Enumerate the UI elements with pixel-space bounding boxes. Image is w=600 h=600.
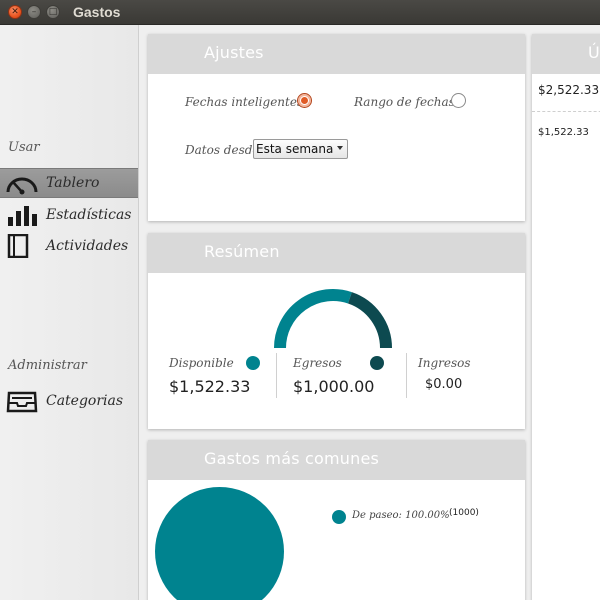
sidebar-item-label: Estadísticas bbox=[46, 207, 132, 223]
maximize-icon: □ bbox=[48, 6, 58, 17]
income-value: $0.00 bbox=[425, 377, 463, 392]
minimize-icon: – bbox=[31, 6, 37, 17]
expenses-label: Egresos bbox=[293, 356, 342, 370]
notebook-icon bbox=[7, 234, 29, 258]
summary-title: Resúmen bbox=[204, 242, 280, 261]
data-since-value: Esta semana bbox=[256, 142, 334, 156]
title-bar: ✕ – □ Gastos bbox=[0, 0, 600, 25]
expenses-value: $1,000.00 bbox=[293, 377, 375, 396]
common-expenses-title: Gastos más comunes bbox=[204, 449, 380, 468]
legend-label: De paseo: 100.00% bbox=[352, 510, 450, 521]
summary-divider bbox=[276, 353, 277, 398]
common-expenses-card: Gastos más comunes De paseo: 100.00% (10… bbox=[148, 440, 525, 600]
maximize-window-button[interactable]: □ bbox=[46, 5, 60, 19]
recent-value-top: $2,522.33 bbox=[538, 83, 600, 97]
inbox-tray-icon bbox=[6, 391, 38, 413]
smart-dates-radio[interactable] bbox=[297, 93, 312, 108]
recent-card-header: Ú bbox=[532, 34, 600, 74]
sidebar-item-categorias[interactable]: Categorias bbox=[0, 386, 138, 416]
summary-card-header: Resúmen bbox=[148, 233, 525, 273]
sidebar: Usar Tablero Estadísticas Actividades Ad… bbox=[0, 25, 139, 600]
summary-gauge bbox=[274, 289, 392, 349]
recent-title: Ú bbox=[588, 43, 600, 62]
close-icon: ✕ bbox=[11, 6, 19, 17]
sidebar-item-label: Tablero bbox=[46, 175, 100, 191]
available-dot bbox=[246, 356, 260, 370]
data-since-select[interactable]: Esta semana bbox=[253, 139, 348, 159]
pie-slice bbox=[155, 487, 284, 600]
available-label: Disponible bbox=[169, 356, 234, 370]
bar-chart-icon bbox=[8, 206, 37, 226]
common-expenses-card-header: Gastos más comunes bbox=[148, 440, 525, 480]
settings-title: Ajustes bbox=[204, 43, 264, 62]
expenses-dot bbox=[370, 356, 384, 370]
chevron-down-icon bbox=[337, 146, 343, 150]
settings-card-header: Ajustes bbox=[148, 34, 525, 74]
sidebar-item-tablero[interactable]: Tablero bbox=[0, 168, 138, 198]
sidebar-item-actividades[interactable]: Actividades bbox=[0, 231, 138, 261]
gauge-icon bbox=[6, 177, 38, 195]
close-window-button[interactable]: ✕ bbox=[8, 5, 22, 19]
gauge-available-arc bbox=[274, 289, 352, 349]
sidebar-item-label: Actividades bbox=[46, 238, 129, 254]
smart-dates-label: Fechas inteligentes bbox=[185, 95, 304, 109]
sidebar-item-estadisticas[interactable]: Estadísticas bbox=[0, 200, 138, 230]
data-since-label: Datos desde bbox=[185, 143, 260, 157]
gauge-expenses-arc bbox=[347, 292, 392, 349]
recent-value-second: $1,522.33 bbox=[538, 127, 589, 138]
recent-card: Ú $2,522.33 $1,522.33 bbox=[532, 34, 600, 600]
legend-dot bbox=[332, 510, 346, 524]
sidebar-section-use: Usar bbox=[8, 140, 40, 155]
legend-count: (1000) bbox=[449, 508, 479, 518]
summary-card: Resúmen Disponible $1,522.33 Egresos $1,… bbox=[148, 233, 525, 429]
date-range-label: Rango de fechas bbox=[354, 95, 455, 109]
sidebar-item-label: Categorias bbox=[46, 393, 124, 409]
income-label: Ingresos bbox=[418, 356, 471, 370]
available-value: $1,522.33 bbox=[169, 377, 251, 396]
window-title: Gastos bbox=[73, 4, 121, 20]
minimize-window-button[interactable]: – bbox=[27, 5, 41, 19]
settings-card: Ajustes Fechas inteligentes Rango de fec… bbox=[148, 34, 525, 221]
summary-divider bbox=[406, 353, 407, 398]
sidebar-section-admin: Administrar bbox=[8, 358, 87, 373]
date-range-radio[interactable] bbox=[451, 93, 466, 108]
recent-divider bbox=[532, 111, 600, 112]
